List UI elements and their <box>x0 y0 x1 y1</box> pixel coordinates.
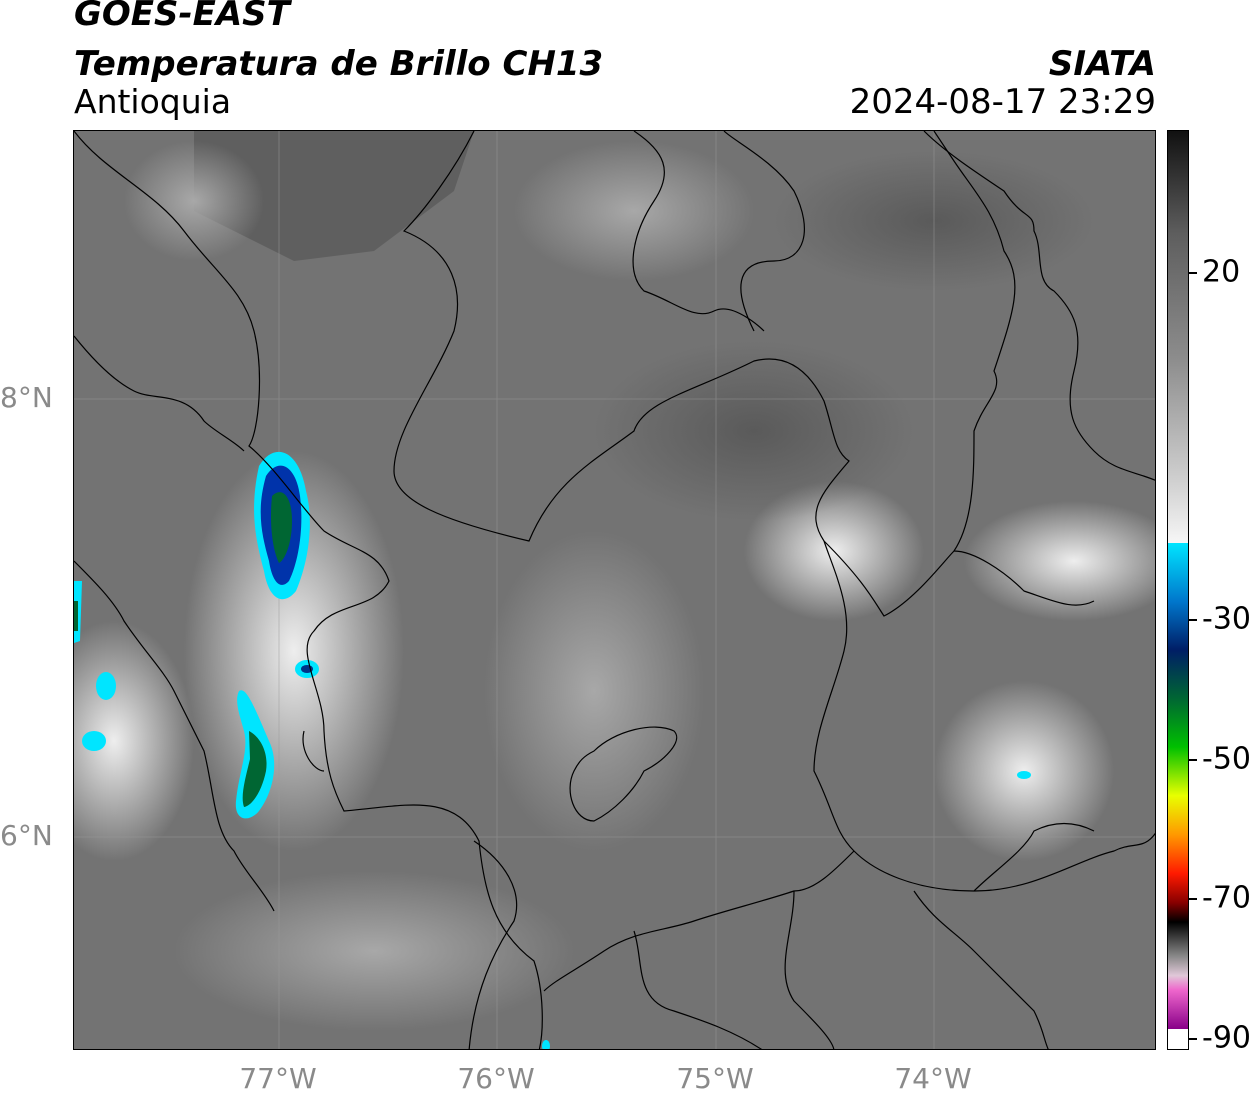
colorbar-canvas <box>1168 131 1188 1049</box>
warm-patch <box>594 341 914 521</box>
colorbar-label: -50 <box>1202 741 1251 777</box>
lat-label-8n: 8°N <box>0 381 53 414</box>
lon-label-77w: 77°W <box>239 1062 317 1095</box>
colorbar-tick <box>1189 898 1197 900</box>
edge-cold-cell-core <box>74 601 78 631</box>
cloud-patch <box>174 871 574 1031</box>
colorbar-color-segment <box>1168 543 1188 1029</box>
gulf-of-uraba <box>194 131 474 261</box>
small-cold-cell <box>542 1040 550 1049</box>
boundaries <box>74 131 1155 1049</box>
cloud-patch <box>484 531 704 851</box>
cloud-patch <box>184 451 404 851</box>
map-canvas <box>74 131 1155 1049</box>
small-cold-cell <box>96 672 116 700</box>
lon-label-74w: 74°W <box>894 1062 972 1095</box>
colorbar-label: -30 <box>1202 601 1251 637</box>
cloud-patch <box>514 141 754 281</box>
colorbar-tick <box>1189 759 1197 761</box>
colorbar-label: -90 <box>1202 1020 1251 1056</box>
colorbar-tick <box>1189 272 1197 274</box>
lon-label-76w: 76°W <box>457 1062 535 1095</box>
small-cold-cell <box>1017 771 1031 779</box>
colorbar-gray-segment <box>1168 131 1188 543</box>
colorbar-label: -70 <box>1202 880 1251 916</box>
lon-label-75w: 75°W <box>676 1062 754 1095</box>
satellite-map[interactable] <box>73 130 1156 1050</box>
organization-label: SIATA <box>1048 44 1156 84</box>
colorbar-min-segment <box>1168 1029 1188 1049</box>
convective-cell <box>254 451 310 600</box>
cloud-patch <box>964 501 1155 621</box>
convective-cell <box>235 690 275 819</box>
lat-label-6n: 6°N <box>0 819 53 852</box>
colorbar-label: 20 <box>1202 254 1241 290</box>
small-cold-cell <box>82 731 106 751</box>
graticule <box>74 131 1155 1049</box>
satellite-title: GOES-EAST <box>74 0 290 34</box>
colorbar-tick <box>1189 619 1197 621</box>
cloud-patch <box>124 141 264 261</box>
colorbar <box>1167 130 1189 1050</box>
region-label: Antioquia <box>74 82 232 121</box>
colorbar-tick <box>1189 1038 1197 1040</box>
timestamp-label: 2024-08-17 23:29 <box>849 82 1156 122</box>
product-title: Temperatura de Brillo CH13 <box>74 44 604 84</box>
